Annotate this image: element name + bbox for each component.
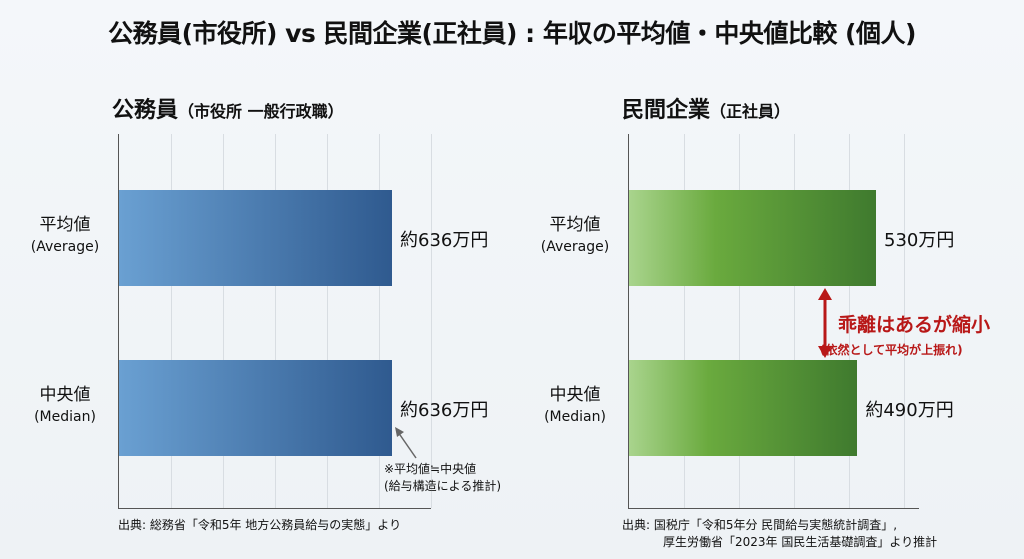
panel-title-private: 民間企業（正社員） (622, 92, 790, 124)
gridline (794, 134, 795, 508)
note-arrow-icon (395, 427, 417, 459)
cat-en: (Average) (540, 239, 610, 255)
plot-area-private: 530万円約490万円 (628, 134, 954, 509)
category-label-average: 平均値 (Average) (10, 214, 120, 258)
note: ※平均値≒中央値 (給与構造による推計) (384, 461, 501, 495)
bar-average (119, 190, 392, 286)
note-line: (給与構造による推計) (384, 479, 502, 493)
annotation-main: 乖離はあるが縮小 (838, 314, 991, 336)
bar-median (119, 360, 392, 456)
value-label: 約636万円 (400, 230, 489, 251)
value-label: 約490万円 (865, 400, 954, 421)
value-label: 約636万円 (400, 400, 489, 421)
gridline (171, 134, 172, 508)
panel-title-text: 民間企業 (622, 98, 711, 123)
gridline (379, 134, 380, 508)
source-line: 厚生労働省「2023年 国民生活基礎調査」より推計 (663, 535, 938, 549)
gap-annotation: 乖離はあるが縮小 (依然として平均が上振れ) (820, 310, 991, 358)
gridline (431, 134, 432, 508)
gridline (739, 134, 740, 508)
source-line: 出典: 国税庁「令和5年分 民間給与実態統計調査」, (622, 518, 898, 532)
gridline (327, 134, 328, 508)
gridline (849, 134, 850, 508)
cat-en: (Average) (30, 239, 100, 255)
category-label-median: 中央値 (Median) (10, 384, 120, 428)
cat-ja: 中央値 (549, 385, 601, 405)
source-public: 出典: 総務省「令和5年 地方公務員給与の実態」より (118, 518, 402, 532)
gap-double-arrow-icon (818, 288, 832, 358)
gridline (223, 134, 224, 508)
chart-title: 公務員(市役所) vs 民間企業(正社員) : 年収の平均値・中央値比較 (個人… (108, 19, 916, 48)
category-label-average: 平均値 (Average) (520, 214, 630, 258)
note-line: ※平均値≒中央値 (384, 462, 477, 476)
annotation-sub: (依然として平均が上振れ) (820, 343, 963, 357)
cat-ja: 平均値 (549, 215, 601, 235)
source-private: 出典: 国税庁「令和5年分 民間給与実態統計調査」, 厚生労働省「2023年 国民… (622, 517, 937, 551)
cat-en: (Median) (544, 409, 606, 425)
cat-en: (Median) (34, 409, 96, 425)
bar-average (629, 190, 876, 286)
gridline (904, 134, 905, 508)
panel-subtitle: （市役所 一般行政職） (178, 102, 344, 121)
category-label-median: 中央値 (Median) (520, 384, 630, 428)
plot-area-public: 約636万円 約636万円 (118, 134, 488, 509)
gridline (684, 134, 685, 508)
cat-ja: 平均値 (39, 215, 91, 235)
panel-title-public: 公務員（市役所 一般行政職） (112, 92, 344, 124)
panel-title-text: 公務員 (112, 98, 179, 123)
bar-median (629, 360, 858, 456)
panel-subtitle: （正社員） (710, 102, 791, 121)
cat-ja: 中央値 (39, 385, 91, 405)
gridline (275, 134, 276, 508)
value-label: 530万円 (884, 230, 955, 251)
